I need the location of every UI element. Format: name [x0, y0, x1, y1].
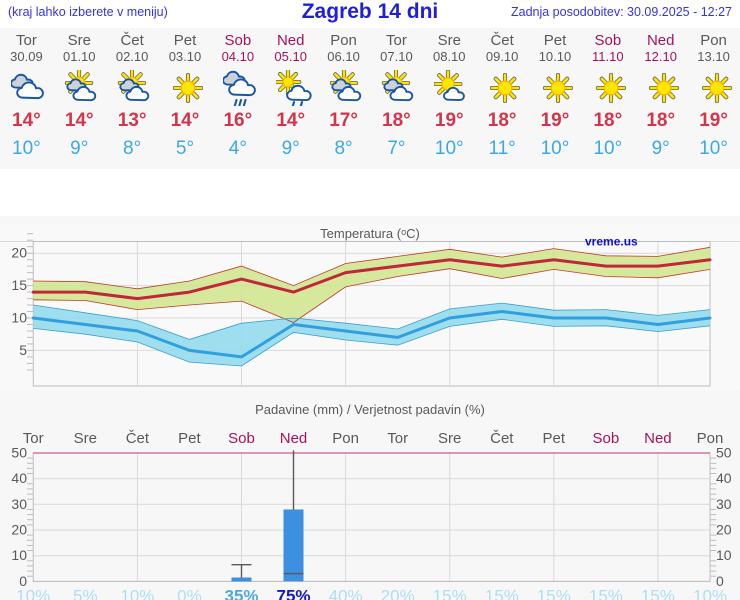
- svg-text:50: 50: [11, 445, 27, 461]
- svg-text:10%: 10%: [16, 586, 50, 600]
- svg-text:Pet: Pet: [543, 430, 566, 447]
- svg-text:20: 20: [11, 522, 27, 538]
- svg-text:Tor: Tor: [387, 430, 408, 447]
- svg-text:10: 10: [11, 547, 27, 563]
- svg-text:Ned: Ned: [280, 430, 308, 447]
- svg-text:20: 20: [716, 522, 732, 538]
- svg-text:Sob: Sob: [593, 430, 620, 447]
- svg-text:Sob: Sob: [228, 430, 255, 447]
- svg-text:Čet: Čet: [490, 430, 514, 447]
- svg-text:Pet: Pet: [178, 430, 201, 447]
- svg-text:30: 30: [11, 496, 27, 512]
- svg-text:15%: 15%: [537, 586, 571, 600]
- svg-text:Ned: Ned: [644, 430, 672, 447]
- svg-text:40: 40: [11, 470, 27, 486]
- svg-text:30: 30: [716, 496, 732, 512]
- svg-text:15%: 15%: [589, 586, 623, 600]
- svg-text:Čet: Čet: [126, 430, 150, 447]
- svg-text:40%: 40%: [329, 586, 363, 600]
- svg-text:10%: 10%: [693, 586, 727, 600]
- svg-text:35%: 35%: [224, 586, 258, 600]
- svg-text:Padavine (mm) / Verjetnost pad: Padavine (mm) / Verjetnost padavin (%): [255, 402, 485, 417]
- svg-text:75%: 75%: [276, 586, 310, 600]
- svg-text:50: 50: [716, 445, 732, 461]
- svg-text:15%: 15%: [641, 586, 675, 600]
- svg-text:Pon: Pon: [332, 430, 359, 447]
- svg-text:15%: 15%: [433, 586, 467, 600]
- svg-text:10: 10: [716, 547, 732, 563]
- svg-text:10%: 10%: [120, 586, 154, 600]
- svg-text:5: 5: [19, 342, 27, 358]
- svg-text:20%: 20%: [381, 586, 415, 600]
- svg-text:40: 40: [716, 470, 732, 486]
- svg-text:20: 20: [11, 245, 27, 261]
- svg-text:vreme.us: vreme.us: [585, 235, 638, 249]
- svg-text:0%: 0%: [177, 586, 202, 600]
- svg-text:10: 10: [11, 310, 27, 326]
- svg-text:5%: 5%: [73, 586, 98, 600]
- svg-text:Sre: Sre: [74, 430, 97, 447]
- svg-text:Sre: Sre: [438, 430, 461, 447]
- svg-text:15%: 15%: [485, 586, 519, 600]
- svg-text:15: 15: [11, 277, 27, 293]
